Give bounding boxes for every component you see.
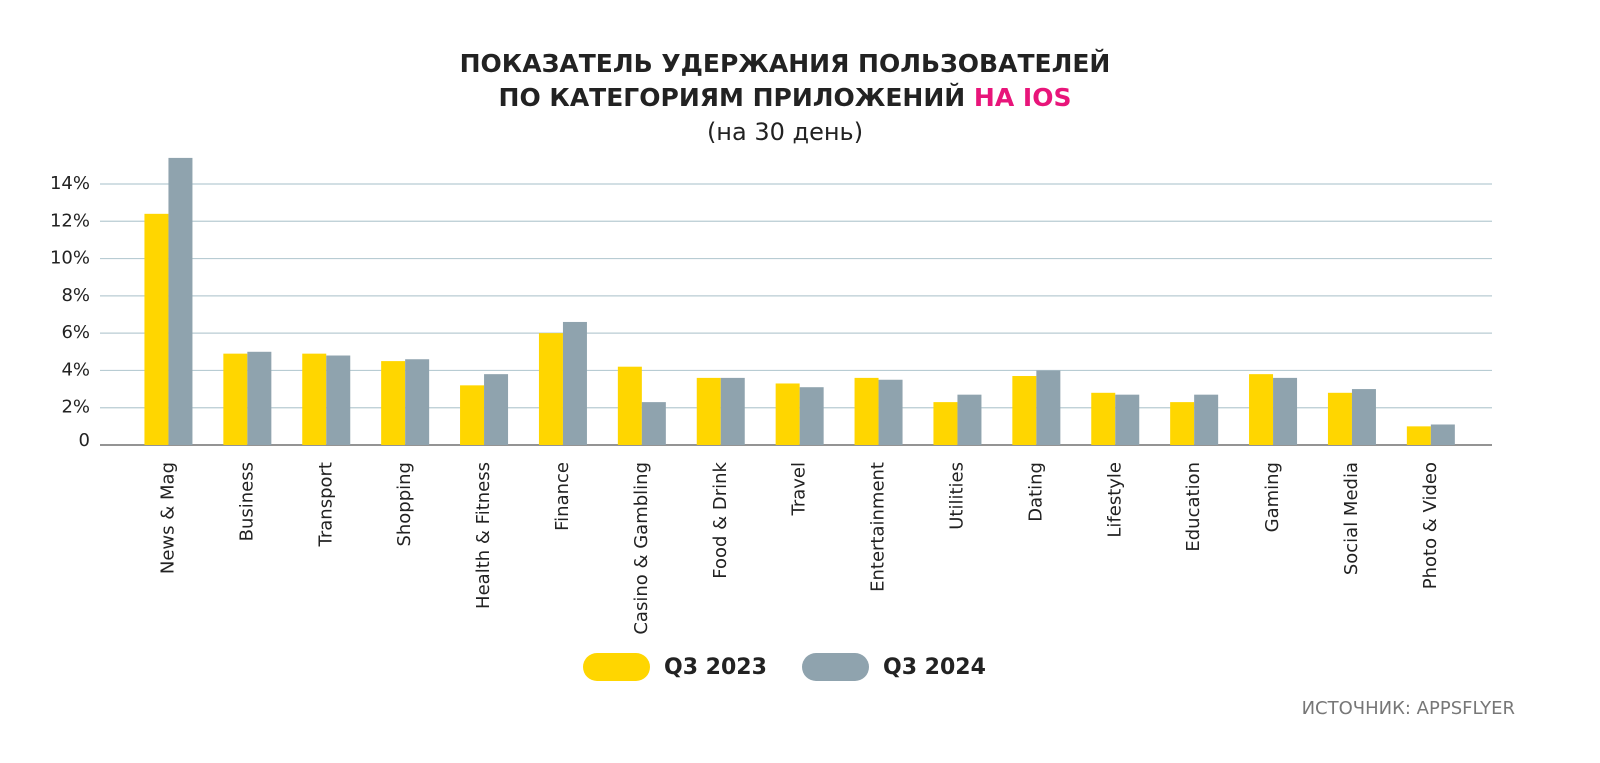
bar (1249, 374, 1274, 445)
chart-subtitle: (на 30 день) (707, 118, 863, 146)
bar (168, 157, 193, 445)
bar (1170, 402, 1195, 445)
title-highlight: НА IOS (974, 83, 1072, 112)
bar (405, 359, 430, 445)
legend-label: Q3 2023 (664, 655, 767, 680)
x-tick-label: Photo & Video (1420, 462, 1441, 589)
x-tick-label: Lifestyle (1104, 462, 1125, 538)
x-tick-label: Utilities (946, 462, 967, 530)
bar (933, 402, 958, 445)
x-tick-label: Gaming (1262, 462, 1283, 532)
x-tick-label: Education (1183, 462, 1204, 552)
bar (562, 321, 587, 445)
y-tick-label: 0 (79, 430, 90, 451)
bar (617, 366, 642, 445)
chart-title: ПОКАЗАТЕЛЬ УДЕРЖАНИЯ ПОЛЬЗОВАТЕЛЕЙ (460, 49, 1111, 78)
bar (1194, 394, 1219, 445)
bar (247, 351, 272, 445)
x-tick-label: Food & Drink (710, 461, 731, 578)
bar (1430, 424, 1455, 445)
x-tick-label: Social Media (1341, 462, 1362, 575)
bar (1406, 426, 1431, 445)
y-tick-label: 14% (50, 173, 90, 194)
x-tick-label: Casino & Gambling (631, 462, 652, 635)
source: ИСТОЧНИК: APPSFLYER (1302, 698, 1515, 719)
x-tick-label: Transport (315, 462, 336, 547)
bar (775, 383, 800, 445)
title-part: ПО КАТЕГОРИЯМ ПРИЛОЖЕНИЙ (499, 83, 966, 112)
bar (326, 355, 351, 445)
chart-title-line: ПО КАТЕГОРИЯМ ПРИЛОЖЕНИЙ НА IOS (499, 83, 1072, 112)
bar (1273, 377, 1298, 445)
y-tick-label: 4% (61, 359, 90, 380)
legend-swatch (583, 653, 650, 681)
bar (1327, 392, 1352, 445)
bar (484, 374, 509, 445)
bar (957, 394, 982, 445)
bar (460, 385, 485, 445)
x-tick-label: Entertainment (868, 462, 889, 592)
bar (1115, 394, 1140, 445)
bar (1036, 370, 1061, 445)
bar (381, 361, 406, 445)
bar (144, 213, 169, 445)
bar (878, 379, 903, 445)
bar (799, 387, 824, 445)
bar (302, 353, 327, 445)
legend-label: Q3 2024 (883, 655, 986, 680)
bar (1012, 376, 1037, 445)
y-tick-label: 10% (50, 248, 90, 269)
y-tick-label: 8% (61, 285, 90, 306)
x-tick-label: Business (236, 462, 257, 541)
x-tick-label: Travel (789, 462, 810, 517)
bar (538, 333, 563, 445)
bar (641, 402, 666, 445)
y-tick-label: 6% (61, 322, 90, 343)
x-tick-label: Health & Fitness (473, 462, 494, 609)
y-tick-label: 12% (50, 210, 90, 231)
y-tick-label: 2% (61, 397, 90, 418)
x-tick-label: News & Mag (157, 462, 178, 574)
bar (1351, 389, 1376, 445)
x-tick-label: Shopping (394, 462, 415, 547)
legend-swatch (802, 653, 869, 681)
bar (223, 353, 248, 445)
x-tick-label: Finance (552, 462, 573, 531)
bar (696, 377, 721, 445)
x-tick-label: Dating (1025, 462, 1046, 522)
bar (720, 377, 745, 445)
bar (1091, 392, 1116, 445)
bar (854, 377, 879, 445)
